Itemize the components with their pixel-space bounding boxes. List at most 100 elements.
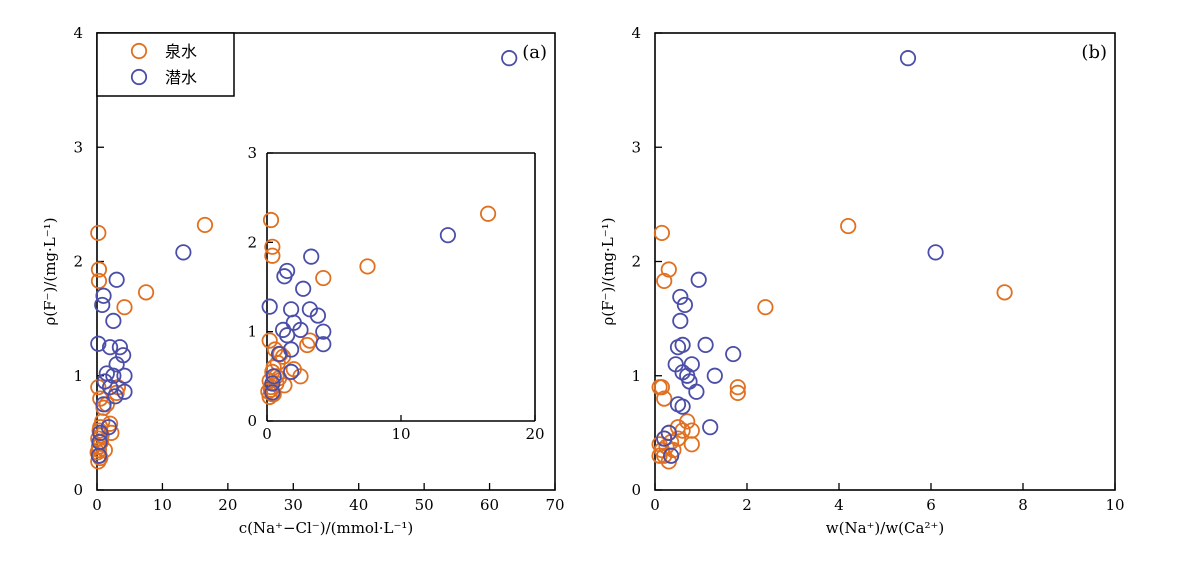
- point-a-phreatic: [95, 287, 112, 304]
- panel-label-a: (a): [522, 42, 547, 63]
- point-b-phreatic: [725, 345, 742, 363]
- point-a-phreatic: [105, 367, 122, 384]
- point-a-spring: [137, 284, 155, 301]
- point-b-spring: [729, 379, 746, 396]
- panel-b: 0 2 4 6 8 10 0 1 2 3 4 w(Na⁺)/w(Ca²⁺) ρ(F⁻)/(mg·L⁻¹)…: [599, 24, 1125, 537]
- point-a-inset-phreatic: [315, 336, 332, 353]
- point-a-phreatic: [94, 296, 111, 314]
- inset-background: [267, 153, 535, 421]
- point-b-spring: [757, 299, 774, 316]
- y-tick-label-a: 2: [73, 253, 83, 271]
- point-b-spring: [660, 261, 677, 278]
- point-a-phreatic: [111, 339, 129, 356]
- point-a-spring: [96, 441, 113, 459]
- x-tick-label-a-inset: 20: [525, 425, 544, 443]
- point-a-inset-phreatic: [276, 268, 293, 285]
- point-a-inset-phreatic: [295, 280, 312, 297]
- x-tick-label-b: 2: [742, 496, 752, 514]
- point-a-inset-phreatic: [278, 327, 296, 344]
- point-a-phreatic: [116, 367, 133, 384]
- y-axis-label-a: ρ(F⁻)/(mg·L⁻¹): [41, 217, 59, 325]
- point-b-phreatic: [669, 339, 687, 356]
- point-b-phreatic: [672, 288, 689, 306]
- point-a-phreatic: [100, 419, 117, 436]
- x-tick-label-a: 60: [480, 496, 499, 514]
- x-tick-label-b: 8: [1018, 496, 1028, 514]
- plot-frame-b: [654, 32, 1116, 491]
- point-b-spring: [996, 284, 1013, 301]
- point-b-phreatic: [690, 271, 707, 288]
- point-a-spring: [90, 272, 108, 290]
- point-b-spring: [669, 419, 687, 436]
- y-tick-label-a: 4: [73, 24, 83, 42]
- point-a-phreatic: [108, 271, 125, 288]
- y-tick-label-b: 1: [631, 367, 641, 385]
- point-a-inset-spring: [261, 332, 278, 349]
- point-b-phreatic: [656, 430, 673, 447]
- point-a-inset-phreatic: [265, 368, 282, 385]
- point-a-phreatic: [92, 424, 109, 441]
- point-a-inset-phreatic: [439, 227, 456, 244]
- point-a-spring: [95, 399, 112, 416]
- point-b-spring: [653, 379, 671, 396]
- x-axis-label-b: w(Na⁺)/w(Ca²⁺): [826, 519, 944, 537]
- point-b-phreatic: [683, 356, 700, 373]
- x-tick-label-a: 30: [284, 496, 303, 514]
- point-a-phreatic: [105, 312, 122, 330]
- x-tick-label-b: 4: [834, 496, 844, 514]
- point-a-phreatic: [107, 388, 124, 405]
- point-a-inset-spring: [479, 205, 497, 222]
- point-a-phreatic: [95, 396, 112, 413]
- point-b-spring: [683, 436, 700, 453]
- point-a-phreatic: [116, 383, 133, 400]
- point-b-phreatic: [674, 398, 691, 415]
- legend-marker-spring: [130, 42, 148, 60]
- y-tick-label-a-inset: 2: [247, 233, 257, 251]
- point-b-spring: [656, 272, 673, 290]
- x-tick-label-a: 10: [153, 496, 172, 514]
- point-a-inset-phreatic: [303, 248, 320, 265]
- point-a-inset-phreatic: [261, 298, 278, 315]
- point-b-phreatic: [702, 419, 719, 436]
- panel-a-inset: 0 10 20 0 1 2 3: [247, 144, 544, 443]
- point-b-phreatic: [660, 424, 677, 441]
- point-a-inset-spring: [262, 211, 280, 229]
- x-tick-label-a: 20: [218, 496, 237, 514]
- x-tick-label-b: 0: [650, 496, 660, 514]
- point-a-inset-spring: [264, 238, 281, 255]
- point-b-spring: [653, 441, 671, 459]
- point-b-phreatic: [672, 312, 689, 330]
- point-b-spring: [656, 390, 673, 407]
- point-a-inset-spring: [292, 368, 309, 385]
- x-tick-label-b: 10: [1105, 496, 1124, 514]
- y-tick-label-a: 1: [73, 367, 83, 385]
- y-tick-label-a-inset: 0: [247, 412, 257, 430]
- legend-label-spring: 泉水: [165, 42, 197, 61]
- point-b-spring: [653, 224, 671, 242]
- y-tick-label-b: 4: [631, 24, 641, 42]
- point-a-spring: [196, 216, 214, 234]
- point-b-phreatic: [676, 296, 694, 314]
- point-b-phreatic: [697, 336, 714, 354]
- y-tick-label-a: 3: [73, 138, 83, 156]
- point-a-inset-phreatic: [315, 323, 332, 340]
- x-tick-label-a: 40: [349, 496, 368, 514]
- x-tick-label-a: 70: [545, 496, 564, 514]
- x-axis-label-a: c(Na⁺−Cl⁻)/(mmol·L⁻¹): [239, 519, 414, 537]
- y-tick-label-b: 2: [631, 253, 641, 271]
- point-a-spring: [90, 261, 108, 278]
- point-a-phreatic: [101, 339, 119, 356]
- point-a-inset-phreatic: [285, 314, 302, 331]
- point-b-spring: [729, 384, 746, 401]
- x-tick-label-b: 6: [926, 496, 936, 514]
- point-a-phreatic: [175, 244, 192, 261]
- x-tick-label-a: 50: [415, 496, 434, 514]
- point-a-inset-phreatic: [270, 345, 288, 363]
- point-b-phreatic: [706, 367, 723, 384]
- point-a-phreatic: [501, 50, 518, 67]
- x-tick-label-a-inset: 0: [262, 425, 272, 443]
- x-tick-label-a-inset: 10: [391, 425, 410, 443]
- point-a-inset-spring: [315, 269, 332, 287]
- point-b-phreatic: [927, 244, 944, 261]
